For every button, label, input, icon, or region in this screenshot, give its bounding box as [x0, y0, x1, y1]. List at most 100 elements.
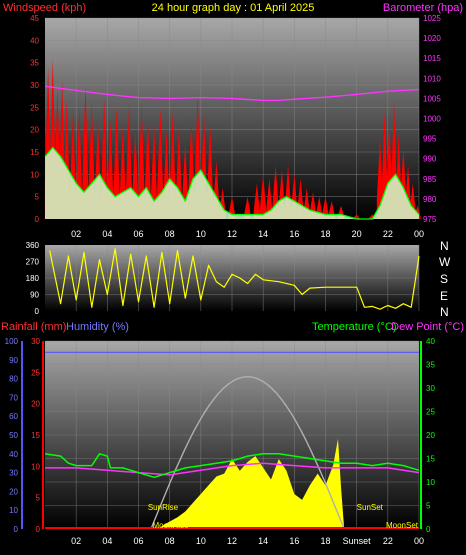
wind-y-tick: 20 [30, 126, 39, 135]
direction-y-tick: 180 [26, 274, 40, 283]
gust-bar [253, 183, 261, 219]
direction-line [49, 248, 420, 310]
humidity-y-tick: 80 [9, 375, 18, 384]
humidity-y-tick: 30 [9, 469, 18, 478]
temp-x-tick: 04 [102, 536, 112, 546]
sunrise-label: SunRise [148, 503, 179, 512]
gust-bar [150, 125, 158, 219]
windspeed-label: Windspeed (kph) [3, 2, 86, 14]
wind-x-tick: 14 [258, 229, 268, 239]
dewpoint-label: Dew Point (°C) [391, 321, 464, 333]
rain-y-tick: 0 [36, 525, 41, 534]
baro-y-tick: 1020 [423, 34, 441, 43]
baro-y-tick: 985 [423, 175, 437, 184]
temp-y-tick: 5 [426, 502, 431, 511]
wind-y-tick: 0 [35, 215, 40, 224]
temp-y-tick: 40 [426, 337, 435, 346]
rain-y-tick: 20 [31, 400, 40, 409]
baro-y-tick: 995 [423, 135, 437, 144]
sunset-label: SunSet [357, 503, 384, 512]
humidity-y-tick: 10 [9, 506, 18, 515]
rain-y-tick: 30 [31, 337, 40, 346]
wind-y-tick: 5 [35, 193, 40, 202]
temperature-label: Temperature (°C) [312, 321, 396, 333]
direction-letter-n-bottom: N [440, 305, 449, 319]
wind-x-tick: 12 [227, 229, 237, 239]
humidity-y-tick: 40 [9, 450, 18, 459]
wind-avg-line [44, 146, 420, 220]
wind-x-tick: 10 [196, 229, 206, 239]
wind-x-tick: 22 [383, 229, 393, 239]
baro-y-tick: 1000 [423, 115, 441, 124]
rainfall-label: Rainfall (mm) [1, 321, 66, 333]
direction-y-tick: 0 [35, 307, 40, 316]
wind-y-tick: 25 [30, 103, 39, 112]
wind-y-tick: 30 [30, 81, 39, 90]
temp-x-tick: 00 [414, 536, 424, 546]
wind-x-tick: 16 [289, 229, 299, 239]
wind-y-tick: 15 [30, 148, 39, 157]
humidity-label: Humidity (%) [66, 321, 129, 333]
wind-y-tick: 35 [30, 59, 39, 68]
temp-y-tick: 30 [426, 384, 435, 393]
temp-y-tick: 10 [426, 478, 435, 487]
wind-x-tick: 02 [71, 229, 81, 239]
baro-y-tick: 1005 [423, 94, 441, 103]
rain-y-tick: 25 [31, 368, 40, 377]
moonrise-label: MoonRise [153, 521, 190, 530]
gust-bar [138, 102, 145, 219]
moonset-label: MoonSet [386, 521, 419, 530]
barometer-label: Barometer (hpa) [383, 2, 463, 14]
wind-x-tick: 18 [320, 229, 330, 239]
temp-x-tick: 22 [383, 536, 393, 546]
temp-x-tick: 14 [258, 536, 268, 546]
humidity-y-tick: 70 [9, 393, 18, 402]
wind-x-tick: 06 [133, 229, 143, 239]
wind-y-tick: 10 [30, 170, 39, 179]
baro-y-tick: 1015 [423, 54, 441, 63]
wind-x-tick: 04 [102, 229, 112, 239]
temp-x-tick: 02 [71, 536, 81, 546]
sun-arc [150, 376, 345, 530]
baro-y-tick: 1010 [423, 74, 441, 83]
temp-x-tick: 18 [320, 536, 330, 546]
wind-y-tick: 40 [30, 36, 39, 45]
direction-letter-w: W [439, 255, 451, 269]
temp-x-tick: 06 [133, 536, 143, 546]
barometer-line [44, 85, 420, 102]
temp-x-tick: 10 [196, 536, 206, 546]
rain-y-tick: 15 [31, 431, 40, 440]
dewpoint-line [45, 462, 420, 476]
direction-y-tick: 360 [26, 241, 40, 250]
baro-y-tick: 1025 [423, 14, 441, 23]
humidity-y-tick: 0 [14, 525, 19, 534]
gust-bar [113, 107, 120, 219]
temp-x-tick: 12 [227, 536, 237, 546]
temp-x-tick: 16 [289, 536, 299, 546]
temperature-line [44, 453, 420, 479]
rain-y-tick: 10 [31, 462, 40, 471]
temp-y-tick: 35 [426, 361, 435, 370]
temp-x-tick: 08 [165, 536, 175, 546]
baro-y-tick: 975 [423, 215, 437, 224]
wind-avg-fill [45, 147, 419, 219]
humidity-y-tick: 100 [5, 337, 19, 346]
gust-bar [244, 196, 251, 219]
temp-y-tick: 20 [426, 431, 435, 440]
baro-y-tick: 990 [423, 155, 437, 164]
direction-letter-n-top: N [440, 239, 449, 253]
direction-letter-e: E [440, 289, 448, 303]
wind-y-tick: 45 [30, 14, 39, 23]
wind-x-tick: 20 [352, 229, 362, 239]
rain-y-tick: 5 [36, 494, 41, 503]
gust-bar [82, 85, 89, 219]
humidity-y-tick: 20 [9, 487, 18, 496]
humidity-y-tick: 50 [9, 431, 18, 440]
solar-area [157, 438, 345, 529]
direction-letter-s: S [440, 272, 448, 286]
gust-bar [266, 178, 273, 219]
temp-y-tick: 15 [426, 455, 435, 464]
humidity-y-tick: 90 [9, 356, 18, 365]
wind-x-tick: 00 [414, 229, 424, 239]
